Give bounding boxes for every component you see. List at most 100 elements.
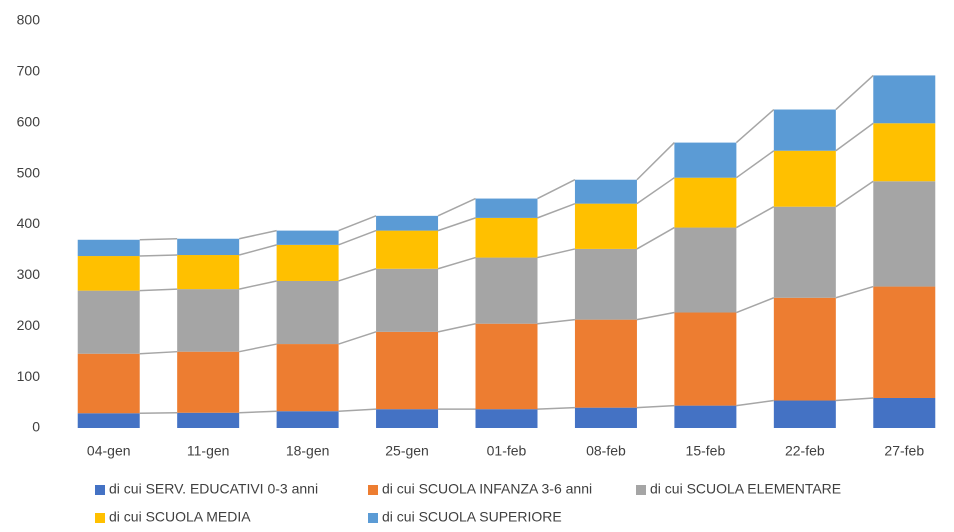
series-line bbox=[636, 226, 675, 250]
bar-segment bbox=[376, 230, 439, 269]
series-line bbox=[735, 150, 775, 179]
legend-label: di cui SCUOLA MEDIA bbox=[109, 509, 251, 525]
series-line bbox=[537, 179, 576, 200]
legend-label: di cui SERV. EDUCATIVI 0-3 anni bbox=[109, 481, 318, 497]
series-line bbox=[338, 331, 377, 345]
legend-swatch bbox=[368, 485, 378, 495]
bar-segment bbox=[574, 407, 637, 428]
series-line bbox=[139, 254, 178, 257]
series-line bbox=[239, 410, 277, 414]
series-line bbox=[736, 399, 774, 407]
y-tick-label: 500 bbox=[17, 164, 41, 180]
series-line bbox=[537, 202, 576, 219]
series-line bbox=[835, 74, 874, 111]
y-tick-label: 400 bbox=[17, 215, 41, 231]
series-line bbox=[239, 343, 277, 353]
bar-segment bbox=[574, 179, 637, 204]
x-tick-label: 04-gen bbox=[87, 443, 131, 459]
bar-segment bbox=[873, 181, 936, 287]
y-tick-label: 600 bbox=[17, 113, 41, 129]
y-tick-label: 300 bbox=[17, 266, 41, 282]
x-tick-label: 01-feb bbox=[487, 443, 527, 459]
x-tick-label: 27-feb bbox=[884, 443, 924, 459]
bar-segment bbox=[276, 244, 339, 281]
legend-label: di cui SCUOLA INFANZA 3-6 anni bbox=[382, 481, 592, 497]
bar-segment bbox=[177, 238, 240, 256]
bar-segment bbox=[77, 256, 140, 291]
bar-segment bbox=[773, 206, 836, 298]
series-line bbox=[437, 256, 476, 270]
bar-segment bbox=[773, 400, 836, 428]
bar-segment bbox=[276, 411, 339, 428]
legend-label: di cui SCUOLA SUPERIORE bbox=[382, 509, 562, 525]
series-line bbox=[835, 180, 874, 208]
series-line bbox=[736, 206, 775, 229]
series-line bbox=[139, 288, 178, 292]
bar-segment bbox=[674, 142, 737, 178]
bar-segment bbox=[873, 123, 936, 182]
bar-segment bbox=[376, 268, 439, 332]
series-line bbox=[239, 280, 277, 290]
series-line bbox=[537, 318, 576, 325]
series-line bbox=[736, 297, 775, 314]
bar-segment bbox=[77, 353, 140, 414]
series-line bbox=[338, 408, 377, 412]
series-line bbox=[437, 322, 476, 333]
legend-swatch bbox=[95, 513, 105, 523]
bar-segment bbox=[475, 257, 538, 324]
bar-segment bbox=[574, 319, 637, 408]
bar-segment bbox=[77, 413, 140, 428]
bar-segment bbox=[77, 290, 140, 354]
series-line bbox=[835, 122, 874, 152]
y-tick-label: 0 bbox=[32, 419, 40, 435]
series-line bbox=[735, 108, 775, 144]
bar-segment bbox=[475, 198, 538, 218]
bar-segment bbox=[376, 409, 439, 428]
bar-segment bbox=[276, 280, 339, 345]
bar-segment bbox=[674, 405, 737, 428]
x-tick-label: 22-feb bbox=[785, 443, 825, 459]
series-line bbox=[338, 268, 377, 282]
y-tick-label: 200 bbox=[17, 317, 41, 333]
bar-segment bbox=[873, 286, 936, 398]
bar-segment bbox=[773, 297, 836, 401]
series-line bbox=[139, 350, 178, 355]
bar-segment bbox=[475, 409, 538, 428]
y-tick-label: 700 bbox=[17, 63, 41, 79]
bar-segment bbox=[674, 177, 737, 228]
series-line bbox=[636, 177, 675, 205]
legend-swatch bbox=[636, 485, 646, 495]
y-tick-label: 800 bbox=[17, 12, 41, 28]
series-line bbox=[636, 404, 675, 409]
series-line bbox=[338, 229, 377, 246]
bar-segment bbox=[177, 351, 240, 413]
bar-segment bbox=[77, 239, 140, 257]
bar-segment bbox=[674, 312, 737, 406]
bar-segment bbox=[574, 248, 637, 320]
series-line bbox=[238, 244, 277, 256]
legend-swatch bbox=[368, 513, 378, 523]
legend-swatch bbox=[95, 485, 105, 495]
bar-segment bbox=[574, 203, 637, 249]
bar-segment bbox=[873, 75, 936, 124]
series-line bbox=[437, 197, 476, 217]
bar-segment bbox=[773, 150, 836, 207]
bar-segment bbox=[276, 344, 339, 412]
x-tick-label: 15-feb bbox=[686, 443, 726, 459]
series-line bbox=[537, 248, 576, 259]
bar-segment bbox=[177, 289, 240, 352]
series-line bbox=[636, 311, 675, 321]
bar-segment bbox=[475, 323, 538, 410]
bar-segment bbox=[674, 227, 737, 313]
bar-segment bbox=[177, 255, 240, 290]
y-tick-label: 100 bbox=[17, 368, 41, 384]
bar-segment bbox=[773, 109, 836, 151]
x-tick-label: 11-gen bbox=[187, 443, 230, 459]
x-tick-label: 08-feb bbox=[586, 443, 626, 459]
series-line bbox=[835, 285, 874, 299]
bar-segment bbox=[177, 412, 240, 428]
series-line bbox=[835, 397, 874, 402]
series-line bbox=[139, 237, 178, 241]
x-tick-label: 25-gen bbox=[385, 443, 429, 459]
